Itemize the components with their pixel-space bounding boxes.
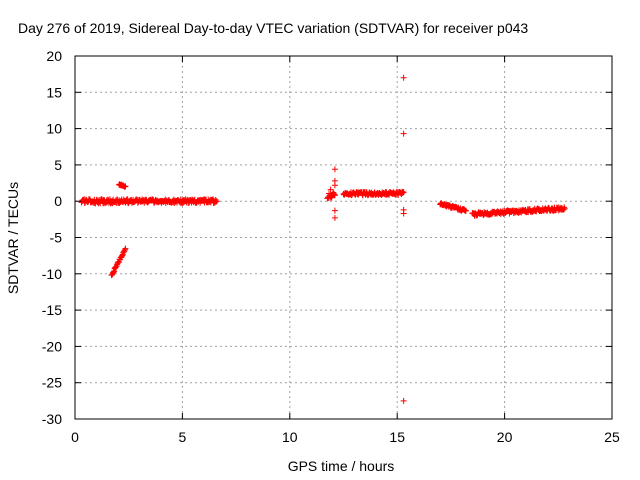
x-tick-label: 15: [389, 429, 405, 445]
data-point: [114, 259, 121, 266]
data-point: [331, 182, 338, 189]
y-tick-label: -20: [42, 338, 62, 354]
data-point: [400, 397, 407, 404]
data-point: [121, 246, 128, 253]
data-point: [119, 252, 126, 259]
data-point: [122, 183, 129, 190]
data-point: [400, 130, 407, 137]
data-point: [399, 189, 406, 196]
data-point: [331, 192, 338, 199]
data-point: [110, 269, 117, 276]
data-point: [213, 198, 220, 205]
data-points: [78, 74, 568, 404]
y-axis-label: SDTVAR / TECUs: [5, 182, 21, 294]
x-axis-label: GPS time / hours: [288, 458, 395, 474]
y-tick-label: -30: [42, 411, 62, 427]
data-point: [400, 74, 407, 81]
y-tick-label: -25: [42, 375, 62, 391]
data-point: [327, 186, 334, 193]
x-tick-label: 20: [497, 429, 513, 445]
y-tick-label: 20: [46, 48, 62, 64]
x-tick-label: 10: [282, 429, 298, 445]
data-point: [331, 166, 338, 173]
data-point: [118, 181, 125, 188]
data-point: [328, 193, 335, 200]
y-tick-label: 15: [46, 84, 62, 100]
x-axis: 0 5 10 15 20 25: [71, 56, 620, 445]
y-tick-label: 0: [54, 193, 62, 209]
data-point: [462, 207, 469, 214]
chart-title: Day 276 of 2019, Sidereal Day-to-day VTE…: [18, 20, 528, 36]
data-point: [331, 214, 338, 221]
x-tick-label: 25: [604, 429, 620, 445]
y-tick-label: -5: [50, 230, 63, 246]
data-point: [561, 204, 568, 211]
y-tick-label: -15: [42, 302, 62, 318]
x-tick-label: 5: [179, 429, 187, 445]
data-point: [561, 205, 568, 212]
y-tick-label: 5: [54, 157, 62, 173]
y-tick-label: 10: [46, 121, 62, 137]
data-point: [400, 189, 407, 196]
y-tick-label: -10: [42, 266, 62, 282]
y-axis: -30 -25 -20 -15 -10 -5 0 5 10 15 20: [42, 48, 612, 427]
data-point: [331, 191, 338, 198]
data-point: [122, 245, 129, 252]
data-point: [331, 207, 338, 214]
grid: [75, 56, 612, 419]
data-point: [400, 210, 407, 217]
x-tick-label: 0: [71, 429, 79, 445]
